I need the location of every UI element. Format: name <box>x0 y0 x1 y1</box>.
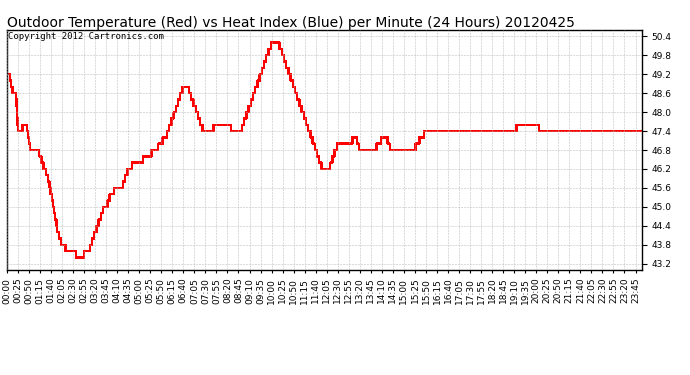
Text: Outdoor Temperature (Red) vs Heat Index (Blue) per Minute (24 Hours) 20120425: Outdoor Temperature (Red) vs Heat Index … <box>7 16 575 30</box>
Text: Copyright 2012 Cartronics.com: Copyright 2012 Cartronics.com <box>8 32 164 41</box>
